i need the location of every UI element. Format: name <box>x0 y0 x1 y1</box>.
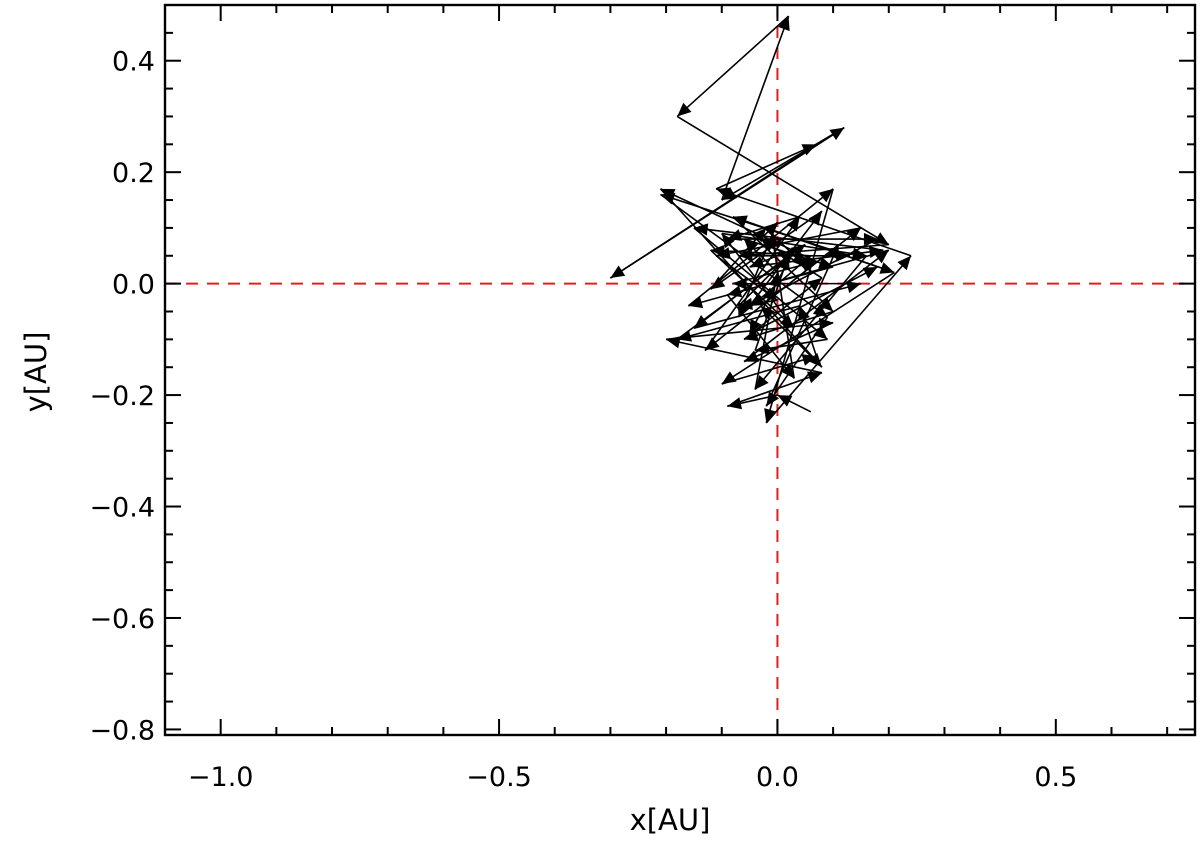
arrowhead <box>829 127 845 141</box>
arrowhead <box>749 318 762 334</box>
arrowhead <box>808 211 822 226</box>
arrowhead <box>766 391 780 407</box>
trajectory-segment <box>676 15 790 118</box>
arrowhead <box>863 232 878 246</box>
arrowhead <box>818 188 834 203</box>
x-tick-label: 0.5 <box>1034 762 1077 793</box>
arrowhead <box>862 266 878 279</box>
reference-lines <box>165 5 1195 735</box>
trajectory-segment <box>771 233 795 379</box>
arrowhead <box>727 285 743 298</box>
arrowhead <box>786 216 800 232</box>
trajectory-segment <box>727 266 834 296</box>
trajectory-segment <box>754 272 779 390</box>
trajectory-segment <box>721 355 817 385</box>
arrowhead <box>660 188 676 201</box>
trajectory-segment <box>660 188 817 263</box>
arrowhead <box>677 329 693 342</box>
arrowhead <box>744 329 759 342</box>
trajectory-segment <box>721 271 895 385</box>
y-tick-label: 0.4 <box>112 47 155 78</box>
y-tick-labels: 0.4 0.2 0.0 −0.2 −0.4 −0.6 −0.8 <box>89 47 155 747</box>
trajectory-segment <box>760 227 862 307</box>
arrowhead <box>732 215 748 228</box>
arrowhead <box>818 256 834 269</box>
arrowhead <box>763 222 778 237</box>
arrowhead <box>807 278 822 292</box>
arrowhead <box>778 16 790 32</box>
arrowhead <box>879 262 895 274</box>
y-tick-label: −0.8 <box>89 715 155 746</box>
trajectory-segment <box>665 338 823 374</box>
arrowhead <box>764 408 776 423</box>
y-tick-label: −0.2 <box>89 381 155 412</box>
trajectory-segment <box>765 255 912 424</box>
y-tick-label: −0.4 <box>89 493 155 524</box>
x-tick-labels: −1.0 −0.5 0.0 0.5 <box>188 762 1077 793</box>
trajectory-segment <box>676 115 890 246</box>
trajectory-segment <box>732 216 834 313</box>
arrowhead <box>767 233 780 248</box>
trajectory-segment <box>754 255 868 391</box>
trajectory-segment <box>715 143 817 190</box>
arrowhead <box>677 102 692 117</box>
arrowhead <box>721 233 735 249</box>
arrowhead <box>852 247 867 260</box>
arrowhead <box>813 325 828 340</box>
trajectory-segment <box>743 238 834 268</box>
trajectory-segment <box>721 126 845 201</box>
trajectory-segment <box>710 249 795 329</box>
x-tick-label: −0.5 <box>466 762 532 793</box>
arrowhead <box>688 296 704 309</box>
plot-frame <box>163 3 1197 737</box>
trajectory-segment <box>721 232 795 329</box>
x-axis-label: x[AU] <box>630 803 711 837</box>
axis-ticks <box>164 4 1195 735</box>
arrowhead <box>790 244 806 258</box>
y-tick-label: −0.6 <box>89 604 155 635</box>
trajectory-segment <box>660 193 829 318</box>
arrowhead <box>693 223 709 236</box>
arrowhead <box>710 244 725 258</box>
x-tick-label: 0.0 <box>756 762 799 793</box>
trajectory-segment <box>726 294 795 379</box>
y-tick-label: 0.0 <box>112 270 155 301</box>
arrowhead <box>807 371 822 384</box>
trajectory-segment <box>749 266 879 335</box>
trajectory-segment <box>760 305 823 368</box>
trajectory-series <box>609 15 912 424</box>
trajectory-segment <box>666 321 834 341</box>
arrowhead <box>755 375 769 390</box>
y-tick-label: 0.2 <box>112 158 155 189</box>
y-axis-label: y[AU] <box>19 332 53 413</box>
arrowhead <box>744 239 759 254</box>
trajectory-segment <box>748 249 795 335</box>
trajectory-segment <box>721 232 867 257</box>
trajectory-segment <box>765 244 840 407</box>
arrowhead <box>791 252 806 267</box>
arrowhead <box>721 187 737 201</box>
arrowhead <box>897 255 912 271</box>
arrowhead <box>738 302 750 318</box>
x-tick-label: −1.0 <box>188 762 254 793</box>
arrowhead <box>780 363 795 379</box>
trajectory-segment <box>693 227 884 251</box>
trajectory-segment <box>609 126 845 279</box>
trajectory-segment <box>721 15 790 201</box>
arrowhead <box>873 232 889 245</box>
arrowhead <box>760 305 775 320</box>
arrowhead <box>705 337 720 351</box>
arrowhead <box>846 227 861 242</box>
